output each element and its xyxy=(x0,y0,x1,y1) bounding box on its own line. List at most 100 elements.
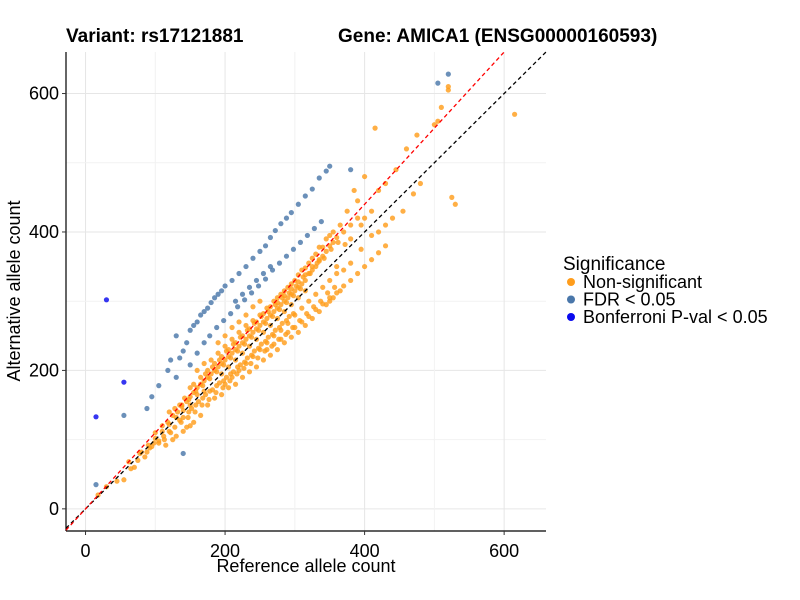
point-non-significant xyxy=(257,322,263,329)
point-non-significant xyxy=(313,306,319,313)
point-fdr-0-05 xyxy=(290,246,297,252)
point-non-significant xyxy=(212,360,218,367)
point-fdr-0-05 xyxy=(278,221,284,227)
point-fdr-0-05 xyxy=(260,270,267,277)
point-fdr-0-05 xyxy=(208,299,214,306)
point-fdr-0-05 xyxy=(311,225,317,232)
point-non-significant xyxy=(264,340,270,346)
point-non-significant xyxy=(250,329,256,335)
point-non-significant xyxy=(144,449,150,455)
point-non-significant xyxy=(328,246,334,252)
point-non-significant xyxy=(223,374,230,380)
point-fdr-0-05 xyxy=(198,312,204,318)
y-tick-label: 600 xyxy=(29,84,59,104)
point-non-significant xyxy=(435,118,441,124)
point-non-significant xyxy=(216,380,223,386)
point-fdr-0-05 xyxy=(149,394,155,400)
point-non-significant xyxy=(330,229,336,235)
point-non-significant xyxy=(306,298,312,304)
point-non-significant xyxy=(198,412,204,419)
x-tick-label: 400 xyxy=(350,541,380,561)
point-non-significant xyxy=(334,290,340,296)
point-non-significant xyxy=(128,466,134,472)
point-non-significant xyxy=(355,198,361,204)
point-non-significant xyxy=(207,376,213,382)
point-non-significant xyxy=(321,255,327,261)
point-non-significant xyxy=(248,360,254,367)
point-fdr-0-05 xyxy=(295,201,301,207)
point-non-significant xyxy=(368,232,375,239)
point-non-significant xyxy=(452,201,458,207)
point-fdr-0-05 xyxy=(257,248,263,254)
point-non-significant xyxy=(243,360,249,367)
point-non-significant xyxy=(262,320,269,326)
point-fdr-0-05 xyxy=(205,305,211,311)
point-non-significant xyxy=(180,407,186,414)
point-non-significant xyxy=(389,215,396,221)
point-fdr-0-05 xyxy=(235,304,241,310)
point-non-significant xyxy=(218,353,225,360)
point-non-significant xyxy=(288,334,294,340)
point-non-significant xyxy=(220,385,226,391)
point-non-significant xyxy=(225,347,232,353)
variant-title: Variant: rs17121881 xyxy=(66,26,244,47)
point-fdr-0-05 xyxy=(187,327,193,333)
point-fdr-0-05 xyxy=(221,317,227,324)
point-non-significant xyxy=(274,347,280,353)
point-non-significant xyxy=(236,343,242,349)
point-non-significant xyxy=(191,419,197,425)
point-fdr-0-05 xyxy=(218,288,225,294)
point-fdr-0-05 xyxy=(302,193,308,199)
point-non-significant xyxy=(299,319,305,325)
point-non-significant xyxy=(193,402,199,408)
point-non-significant xyxy=(302,272,308,278)
legend-label: FDR < 0.05 xyxy=(583,290,676,310)
reference-line-identity xyxy=(65,51,547,529)
point-non-significant xyxy=(232,381,239,387)
point-non-significant xyxy=(200,395,206,401)
point-non-significant xyxy=(286,313,292,320)
point-non-significant xyxy=(121,477,127,483)
point-non-significant xyxy=(255,355,261,361)
point-non-significant xyxy=(335,239,341,245)
point-non-significant xyxy=(214,369,220,375)
point-non-significant xyxy=(186,409,192,415)
point-non-significant xyxy=(173,433,179,439)
point-fdr-0-05 xyxy=(262,276,269,282)
point-fdr-0-05 xyxy=(297,239,304,245)
point-non-significant xyxy=(332,284,338,290)
gene-title: Gene: AMICA1 (ENSG00000160593) xyxy=(338,26,657,47)
point-non-significant xyxy=(185,414,191,421)
point-fdr-0-05 xyxy=(156,383,162,389)
point-non-significant xyxy=(168,430,174,436)
legend-label: Bonferroni P-val < 0.05 xyxy=(583,307,768,327)
point-non-significant xyxy=(255,327,262,333)
point-fdr-0-05 xyxy=(236,270,242,277)
point-non-significant xyxy=(260,357,267,363)
point-fdr-0-05 xyxy=(144,405,150,412)
point-non-significant xyxy=(358,222,364,228)
point-fdr-0-05 xyxy=(267,263,274,270)
point-non-significant xyxy=(410,191,417,197)
point-non-significant xyxy=(221,362,227,368)
point-non-significant xyxy=(237,362,244,368)
point-non-significant xyxy=(228,355,234,361)
point-non-significant xyxy=(320,284,326,290)
legend-label: Non-significant xyxy=(583,272,702,292)
point-non-significant xyxy=(375,229,382,235)
point-non-significant xyxy=(327,232,333,239)
point-fdr-0-05 xyxy=(246,284,253,290)
point-fdr-0-05 xyxy=(194,350,200,356)
point-non-significant xyxy=(334,234,340,241)
point-non-significant xyxy=(222,333,228,339)
point-non-significant xyxy=(114,478,120,484)
legend-key xyxy=(567,278,575,286)
point-fdr-0-05 xyxy=(309,186,315,192)
point-bonferroni-p-val-0-05 xyxy=(93,414,99,420)
point-non-significant xyxy=(288,286,294,292)
point-non-significant xyxy=(341,283,347,289)
point-non-significant xyxy=(382,222,389,228)
data-points xyxy=(93,71,518,498)
point-non-significant xyxy=(348,277,354,284)
